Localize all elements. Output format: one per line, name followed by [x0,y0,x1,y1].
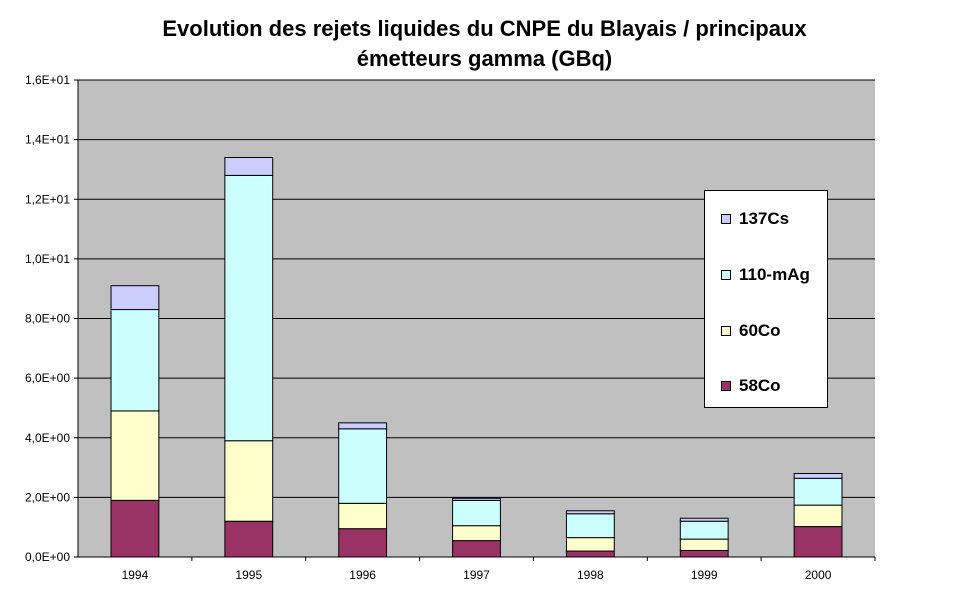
y-tick-label: 8,0E+00 [25,312,70,326]
bar-58co-1996 [338,528,388,558]
x-tick-label: 1994 [122,568,149,582]
legend-swatch [721,381,731,391]
bar-110-mag-1996 [338,428,388,504]
bar-110-mag-1999 [679,520,729,540]
legend-item-60co: 60Co [721,321,781,341]
bar-137cs-1999 [679,517,729,522]
x-tick-label: 1998 [577,568,604,582]
legend-label: 137Cs [739,209,790,228]
bar-60co-1996 [338,502,388,530]
bar-60co-1995 [224,440,274,522]
bar-58co-1998 [565,550,615,558]
bar-137cs-1997 [452,497,501,501]
x-tick-label: 1996 [349,568,376,582]
legend-item-137cs: 137Cs [721,209,789,229]
bar-58co-1995 [224,520,274,558]
bar-60co-1999 [679,538,729,551]
bar-110-mag-1994 [110,309,160,412]
legend-item-110-mag: 110-mAg [721,265,810,285]
bar-58co-1997 [452,540,501,558]
legend-swatch [721,270,731,280]
bar-58co-1999 [679,549,729,558]
legend-swatch [721,214,731,224]
y-tick-label: 1,4E+01 [25,133,70,147]
bar-137cs-1996 [338,422,388,430]
chart-legend: 137Cs 110-mAg 60Co 58Co [704,190,828,408]
bar-137cs-2000 [793,473,843,479]
legend-label: 58Co [739,376,781,395]
chart-title-line-1: Evolution des rejets liquides du CNPE du… [162,16,807,41]
bar-137cs-1995 [224,157,274,176]
bar-60co-1997 [452,525,501,542]
chart-title-line-2: émetteurs gamma (GBq) [356,46,613,71]
y-tick-label: 0,0E+00 [25,550,70,564]
bar-137cs-1994 [110,285,160,311]
x-tick-label: 1999 [691,568,718,582]
legend-swatch [721,326,731,336]
chart-title: Evolution des rejets liquides du CNPE du… [0,14,969,74]
y-tick-label: 6,0E+00 [25,371,70,385]
y-tick-label: 1,6E+01 [25,73,70,87]
bar-110-mag-1998 [565,513,615,539]
bar-60co-2000 [793,504,843,528]
y-tick-label: 1,0E+01 [25,252,70,266]
bar-60co-1994 [110,410,160,501]
y-tick-label: 1,2E+01 [25,192,70,206]
bar-58co-1994 [110,499,160,558]
bar-58co-2000 [793,526,843,558]
bar-137cs-1998 [565,510,615,515]
x-tick-label: 2000 [805,568,832,582]
x-tick-label: 1995 [235,568,262,582]
x-tick-label: 1997 [463,568,490,582]
y-tick-label: 2,0E+00 [25,490,70,504]
bar-60co-1998 [565,537,615,552]
legend-item-58co: 58Co [721,376,781,396]
y-tick-label: 4,0E+00 [25,431,70,445]
bar-110-mag-1995 [224,174,274,442]
legend-label: 60Co [739,321,781,340]
bar-110-mag-2000 [793,477,843,506]
legend-label: 110-mAg [739,265,810,284]
bar-110-mag-1997 [452,499,501,527]
